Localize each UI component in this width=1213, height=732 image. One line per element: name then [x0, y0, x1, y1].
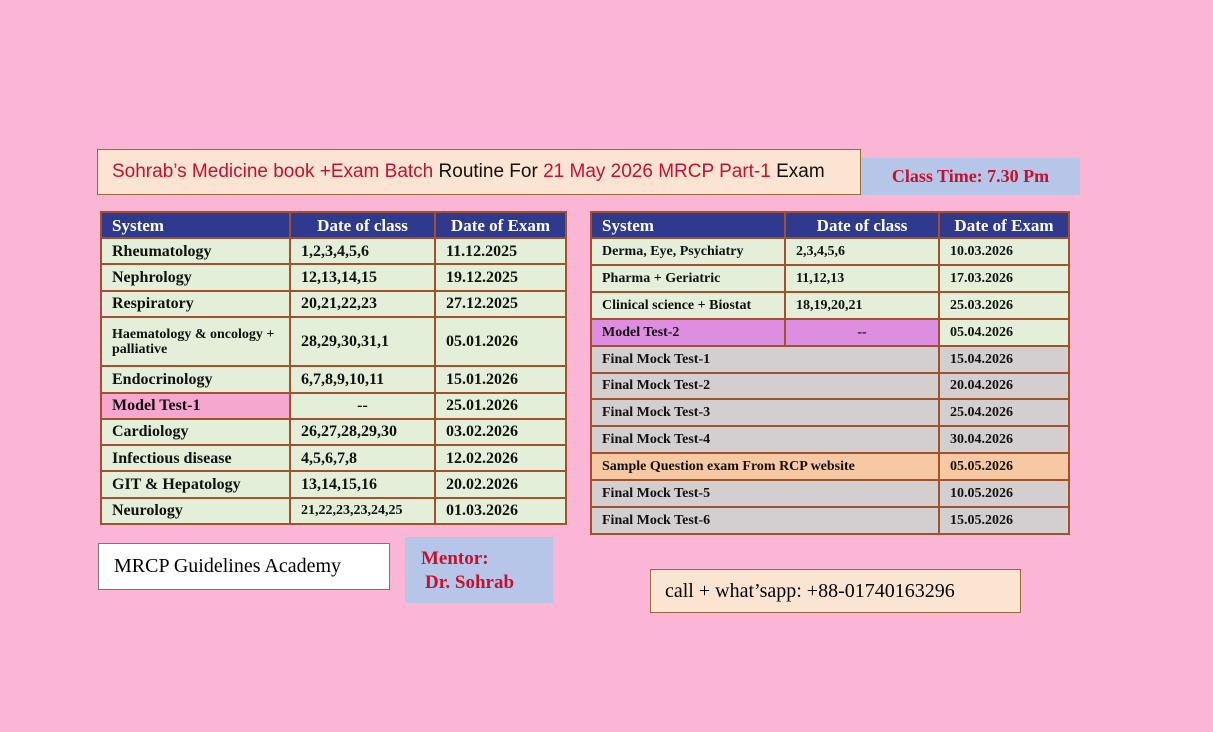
row: Cardiology 26,27,28,29,30 03.02.2026	[100, 417, 567, 447]
cell: Final Mock Test-5	[590, 479, 940, 509]
column-header: System	[100, 211, 291, 239]
cell: Final Mock Test-3	[590, 398, 940, 428]
cell: 19.12.2025	[434, 263, 567, 292]
title-part: 21 May 2026 MRCP Part-1	[543, 161, 777, 182]
row: Clinical science + Biostat 18,19,20,21 25.…	[590, 290, 1070, 320]
cell: Sample Question exam From RCP website	[590, 452, 940, 482]
cell: --	[289, 391, 436, 420]
cell: 18,19,20,21	[784, 290, 940, 320]
cell: 20,21,22,23	[289, 289, 436, 318]
cell: 26,27,28,29,30	[289, 417, 436, 447]
cell: 21,22,23,23,24,25	[289, 496, 436, 526]
cell: 05.05.2026	[938, 452, 1070, 482]
title-part: Exam	[776, 161, 825, 182]
row: Model Test-2 -- 05.04.2026	[590, 317, 1070, 347]
title-box: Sohrab’s Medicine book +Exam Batch Routi…	[97, 149, 861, 195]
cell: 1,2,3,4,5,6	[289, 236, 436, 266]
title-part: Sohrab’s Medicine book +Exam Batch	[112, 161, 439, 182]
cell: 20.04.2026	[938, 371, 1070, 401]
row: Final Mock Test-1 15.04.2026	[590, 344, 1070, 374]
row: Respiratory 20,21,22,23 27.12.2025	[100, 289, 567, 318]
row: Haematology & oncology + palliative 28,29…	[100, 315, 567, 368]
cell: 12,13,14,15	[289, 263, 436, 292]
cell: Pharma + Geriatric	[590, 263, 786, 293]
mentor: Mentor: Dr. Sohrab	[405, 537, 553, 603]
cell: Neurology	[100, 496, 291, 526]
cell: Derma, Eye, Psychiatry	[590, 237, 786, 266]
schedule-table-left: System Date of class Date of Exam Rheumatol…	[100, 211, 567, 526]
cell: Endocrinology	[100, 365, 291, 394]
cell: 11.12.2025	[434, 236, 567, 266]
cell: 17.03.2026	[938, 263, 1070, 293]
column-header: Date of Exam	[434, 211, 567, 239]
cell: Final Mock Test-6	[590, 506, 940, 535]
cell: Final Mock Test-1	[590, 344, 940, 374]
row: Sample Question exam From RCP website 05.…	[590, 452, 1070, 482]
cell: 6,7,8,9,10,11	[289, 365, 436, 394]
cell: Respiratory	[100, 289, 291, 318]
cell: Haematology & oncology + palliative	[100, 315, 291, 368]
cell: 25.04.2026	[938, 398, 1070, 428]
row: Model Test-1 -- 25.01.2026	[100, 391, 567, 420]
cell: --	[784, 317, 940, 347]
cell: 05.01.2026	[434, 315, 567, 368]
row: Final Mock Test-3 25.04.2026	[590, 398, 1070, 428]
header-row: System Date of class Date of Exam	[100, 211, 567, 239]
cell: 11,12,13	[784, 263, 940, 293]
cell: 15.01.2026	[434, 365, 567, 394]
cell: Model Test-2	[590, 317, 786, 347]
cell: 4,5,6,7,8	[289, 444, 436, 473]
row: Final Mock Test-2 20.04.2026	[590, 371, 1070, 401]
cell: Cardiology	[100, 417, 291, 447]
row: Neurology 21,22,23,23,24,25 01.03.2026	[100, 496, 567, 526]
cell: 12.02.2026	[434, 444, 567, 473]
cell: 25.01.2026	[434, 391, 567, 420]
row: Final Mock Test-6 15.05.2026	[590, 506, 1070, 535]
cell: 30.04.2026	[938, 425, 1070, 455]
mentor-name: Dr. Sohrab	[425, 572, 515, 593]
row: Derma, Eye, Psychiatry 2,3,4,5,6 10.03.202…	[590, 237, 1070, 266]
row: Final Mock Test-4 30.04.2026	[590, 425, 1070, 455]
row: Infectious disease 4,5,6,7,8 12.02.2026	[100, 444, 567, 473]
academy: MRCP Guidelines Academy	[98, 543, 390, 590]
cell: 15.04.2026	[938, 344, 1070, 374]
row: Endocrinology 6,7,8,9,10,11 15.01.2026	[100, 365, 567, 394]
cell: 03.02.2026	[434, 417, 567, 447]
cell: Final Mock Test-2	[590, 371, 940, 401]
header-row: System Date of class Date of Exam	[590, 211, 1070, 239]
cell: 01.03.2026	[434, 496, 567, 526]
cell: 25.03.2026	[938, 290, 1070, 320]
cell: 13,14,15,16	[289, 470, 436, 499]
row: Final Mock Test-5 10.05.2026	[590, 479, 1070, 509]
cell: Nephrology	[100, 263, 291, 292]
cell: 20.02.2026	[434, 470, 567, 499]
row: Rheumatology 1,2,3,4,5,6 11.12.2025	[100, 236, 567, 266]
contact: call + what’sapp: +88-01740163296	[650, 569, 1021, 613]
mentor-label: Mentor:	[421, 548, 489, 569]
schedule-table-right: System Date of class Date of Exam Derma, Ey…	[590, 211, 1070, 535]
cell: Infectious disease	[100, 444, 291, 473]
column-header: Date of Exam	[938, 211, 1070, 239]
row: Pharma + Geriatric 11,12,13 17.03.2026	[590, 263, 1070, 293]
cell: 15.05.2026	[938, 506, 1070, 535]
cell: 10.03.2026	[938, 237, 1070, 266]
title-part: Routine For	[438, 161, 544, 182]
cell: Clinical science + Biostat	[590, 290, 786, 320]
column-header: System	[590, 211, 786, 239]
cell: 05.04.2026	[938, 317, 1070, 347]
cell: 10.05.2026	[938, 479, 1070, 509]
cell: 27.12.2025	[434, 289, 567, 318]
cell: Model Test-1	[100, 391, 291, 420]
row: GIT & Hepatology 13,14,15,16 20.02.2026	[100, 470, 567, 499]
class-time: Class Time: 7.30 Pm	[861, 158, 1080, 195]
cell: GIT & Hepatology	[100, 470, 291, 499]
cell: 28,29,30,31,1	[289, 315, 436, 368]
row: Nephrology 12,13,14,15 19.12.2025	[100, 263, 567, 292]
column-header: Date of class	[289, 211, 436, 239]
column-header: Date of class	[784, 211, 940, 239]
cell: 2,3,4,5,6	[784, 237, 940, 266]
cell: Final Mock Test-4	[590, 425, 940, 455]
cell: Rheumatology	[100, 236, 291, 266]
